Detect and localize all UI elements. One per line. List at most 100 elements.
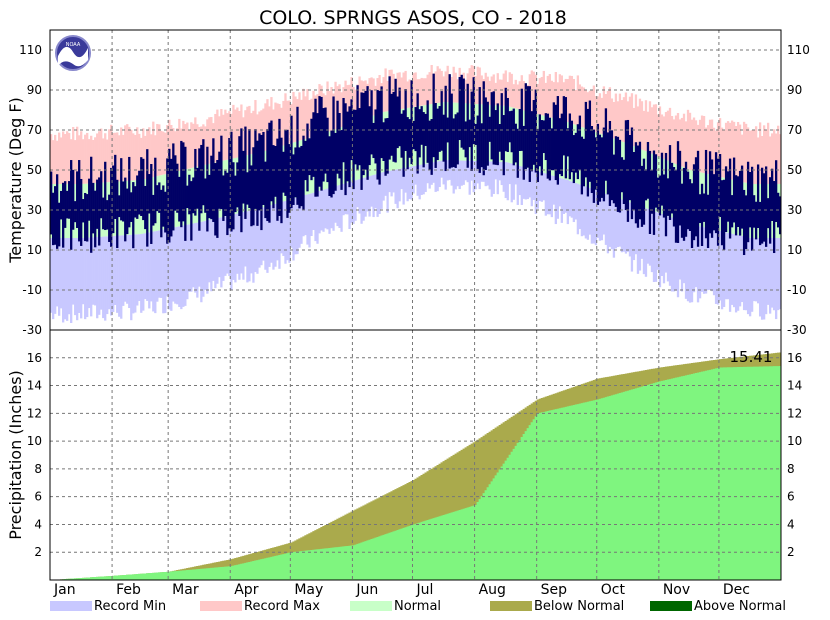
record-max-bar (550, 80, 553, 118)
chart-title: COLO. SPRNGS ASOS, CO - 2018 (259, 7, 567, 29)
record-max-bar (206, 119, 209, 165)
logo-text: NOAA (66, 42, 81, 48)
record-min-bar (648, 209, 652, 266)
observed-temp-bar (326, 117, 329, 183)
record-max-bar (62, 131, 65, 184)
record-min-bar (156, 230, 159, 302)
record-min-bar (580, 185, 584, 237)
record-max-bar (716, 122, 720, 177)
record-max-bar (642, 110, 646, 151)
record-min-bar (722, 231, 726, 307)
observed-temp-bar (258, 133, 261, 211)
record-min-bar (236, 213, 239, 274)
record-max-bar (652, 104, 656, 155)
observed-temp-bar (558, 118, 561, 175)
observed-temp-bar (78, 160, 81, 242)
record-min-bar (166, 228, 169, 297)
temperature-axis-label: Temperature (Deg F) (6, 97, 25, 264)
observed-temp-bar (708, 151, 712, 234)
record-max-bar (154, 135, 157, 177)
temp-tick-label-right: 50 (787, 163, 802, 177)
record-min-bar (546, 174, 549, 215)
record-min-bar (730, 233, 734, 305)
record-min-bar (614, 197, 618, 249)
observed-temp-bar (642, 158, 646, 225)
record-min-bar (88, 237, 91, 309)
record-max-bar (298, 92, 301, 141)
record-min-bar (124, 235, 127, 302)
record-min-bar (534, 170, 537, 214)
record-min-bar (334, 186, 337, 223)
observed-temp-bar (660, 152, 664, 206)
record-max-bar (56, 140, 59, 184)
observed-temp-bar (548, 117, 551, 181)
observed-temp-bar (742, 189, 746, 256)
record-max-bar (436, 66, 439, 104)
record-min-bar (624, 200, 628, 254)
record-min-bar (170, 227, 173, 311)
observed-temp-bar (142, 158, 145, 221)
record-max-bar (596, 96, 600, 133)
record-min-bar (486, 161, 489, 186)
record-min-bar (512, 164, 515, 200)
record-max-bar (718, 118, 722, 177)
record-max-bar (544, 82, 547, 117)
temp-tick-label-left: 10 (27, 243, 42, 257)
record-max-bar (536, 83, 539, 115)
observed-temp-bar (138, 170, 141, 215)
observed-temp-bar (442, 114, 445, 162)
temp-tick-label-left: 30 (27, 203, 42, 217)
record-min-bar (578, 184, 582, 230)
record-min-bar (190, 223, 193, 292)
record-min-bar (292, 198, 295, 261)
observed-temp-bar (626, 119, 630, 222)
record-max-bar (128, 126, 131, 181)
record-max-bar (266, 99, 269, 151)
record-min-bar (188, 224, 191, 292)
record-max-bar (702, 116, 706, 174)
observed-temp-bar (252, 147, 255, 226)
record-max-bar (78, 135, 81, 184)
record-min-bar (174, 227, 177, 304)
record-max-bar (518, 81, 521, 110)
record-max-bar (636, 106, 640, 148)
observed-temp-bar (636, 145, 640, 228)
record-min-bar (50, 238, 53, 313)
record-max-bar (72, 126, 75, 184)
record-max-bar (188, 129, 191, 169)
record-min-bar (506, 162, 509, 201)
record-min-bar (248, 210, 251, 282)
record-min-bar (480, 161, 483, 182)
observed-temp-bar (106, 200, 109, 230)
record-max-bar (568, 75, 572, 123)
observed-temp-bar (170, 158, 173, 237)
legend-swatch (200, 601, 242, 611)
record-max-bar (680, 117, 684, 167)
record-min-bar (74, 238, 77, 316)
observed-temp-bar (342, 97, 345, 163)
observed-temp-bar (392, 91, 395, 162)
observed-temp-bar (242, 150, 245, 204)
observed-temp-bar (750, 166, 754, 251)
record-max-bar (662, 116, 666, 159)
observed-temp-bar (512, 108, 515, 166)
observed-temp-bar (624, 120, 628, 211)
record-max-bar (660, 114, 664, 159)
record-max-bar (80, 131, 83, 184)
observed-temp-bar (322, 108, 325, 182)
observed-temp-bar (618, 139, 622, 213)
month-label: Dec (723, 582, 750, 598)
record-min-bar (576, 183, 580, 235)
record-max-bar (106, 139, 109, 183)
record-min-bar (70, 238, 73, 323)
record-min-bar (718, 230, 722, 301)
record-max-bar (710, 119, 714, 176)
observed-temp-bar (578, 115, 582, 171)
observed-temp-bar (222, 175, 225, 221)
record-max-bar (752, 130, 756, 184)
record-max-bar (158, 124, 161, 176)
record-min-bar (726, 232, 730, 300)
observed-temp-bar (300, 145, 303, 207)
record-min-bar (498, 161, 501, 181)
observed-temp-bar (230, 131, 233, 232)
